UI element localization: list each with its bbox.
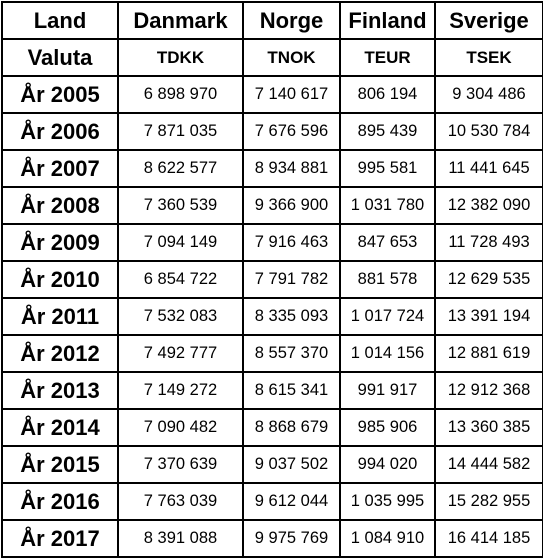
data-row: År 2007 8 622 577 8 934 881 995 581 11 441 6… — [1, 149, 543, 188]
value-cell: 1 014 156 — [339, 334, 436, 373]
year-cell: År 2017 — [1, 519, 119, 558]
year-cell: År 2006 — [1, 112, 119, 151]
data-row: År 2016 7 763 039 9 612 044 1 035 995 15 282… — [1, 482, 543, 521]
currency-cell: TNOK — [242, 38, 341, 77]
value-cell: 7 360 539 — [117, 186, 244, 225]
value-cell: 10 530 784 — [434, 112, 543, 151]
header-cell: Danmark — [117, 1, 244, 40]
value-cell: 985 906 — [339, 408, 436, 447]
data-row: År 2008 7 360 539 9 366 900 1 031 780 12 382… — [1, 186, 543, 225]
header-row: Land Danmark Norge Finland Sverige — [1, 1, 543, 40]
value-cell: 11 728 493 — [434, 223, 543, 262]
value-cell: 12 912 368 — [434, 371, 543, 410]
value-cell: 12 629 535 — [434, 260, 543, 299]
value-cell: 994 020 — [339, 445, 436, 484]
year-cell: År 2015 — [1, 445, 119, 484]
data-row: År 2012 7 492 777 8 557 370 1 014 156 12 881… — [1, 334, 543, 373]
year-cell: År 2012 — [1, 334, 119, 373]
value-cell: 14 444 582 — [434, 445, 543, 484]
value-cell: 7 791 782 — [242, 260, 341, 299]
data-row: År 2017 8 391 088 9 975 769 1 084 910 16 414… — [1, 519, 543, 558]
value-cell: 1 031 780 — [339, 186, 436, 225]
value-cell: 1 017 724 — [339, 297, 436, 336]
header-cell: Finland — [339, 1, 436, 40]
value-cell: 7 532 083 — [117, 297, 244, 336]
value-cell: 9 612 044 — [242, 482, 341, 521]
value-cell: 7 916 463 — [242, 223, 341, 262]
value-cell: 7 370 639 — [117, 445, 244, 484]
value-cell: 7 094 149 — [117, 223, 244, 262]
value-cell: 881 578 — [339, 260, 436, 299]
currency-cell: TEUR — [339, 38, 436, 77]
value-cell: 8 934 881 — [242, 149, 341, 188]
value-cell: 895 439 — [339, 112, 436, 151]
year-cell: År 2010 — [1, 260, 119, 299]
year-cell: År 2013 — [1, 371, 119, 410]
data-row: År 2015 7 370 639 9 037 502 994 020 14 444 5… — [1, 445, 543, 484]
value-cell: 995 581 — [339, 149, 436, 188]
value-cell: 13 391 194 — [434, 297, 543, 336]
value-cell: 7 871 035 — [117, 112, 244, 151]
value-cell: 991 917 — [339, 371, 436, 410]
value-cell: 8 622 577 — [117, 149, 244, 188]
data-row: År 2009 7 094 149 7 916 463 847 653 11 728 4… — [1, 223, 543, 262]
value-cell: 9 366 900 — [242, 186, 341, 225]
data-row: År 2013 7 149 272 8 615 341 991 917 12 912 3… — [1, 371, 543, 410]
data-row: År 2014 7 090 482 8 868 679 985 906 13 360 3… — [1, 408, 543, 447]
value-cell: 9 037 502 — [242, 445, 341, 484]
value-cell: 12 382 090 — [434, 186, 543, 225]
currency-row: Valuta TDKK TNOK TEUR TSEK — [1, 38, 543, 77]
currency-cell: TSEK — [434, 38, 543, 77]
value-cell: 7 676 596 — [242, 112, 341, 151]
value-cell: 8 557 370 — [242, 334, 341, 373]
value-cell: 8 391 088 — [117, 519, 244, 558]
year-cell: År 2005 — [1, 75, 119, 114]
value-cell: 8 868 679 — [242, 408, 341, 447]
value-cell: 8 335 093 — [242, 297, 341, 336]
year-cell: År 2011 — [1, 297, 119, 336]
value-cell: 847 653 — [339, 223, 436, 262]
value-cell: 1 084 910 — [339, 519, 436, 558]
value-cell: 6 898 970 — [117, 75, 244, 114]
value-cell: 7 149 272 — [117, 371, 244, 410]
value-cell: 15 282 955 — [434, 482, 543, 521]
value-cell: 8 615 341 — [242, 371, 341, 410]
data-row: År 2011 7 532 083 8 335 093 1 017 724 13 391… — [1, 297, 543, 336]
header-cell: Norge — [242, 1, 341, 40]
value-cell: 7 090 482 — [117, 408, 244, 447]
value-cell: 13 360 385 — [434, 408, 543, 447]
currency-cell: TDKK — [117, 38, 244, 77]
year-cell: År 2008 — [1, 186, 119, 225]
year-cell: År 2016 — [1, 482, 119, 521]
value-cell: 7 140 617 — [242, 75, 341, 114]
value-cell: 6 854 722 — [117, 260, 244, 299]
value-cell: 7 492 777 — [117, 334, 244, 373]
value-cell: 11 441 645 — [434, 149, 543, 188]
header-cell: Sverige — [434, 1, 543, 40]
year-cell: År 2009 — [1, 223, 119, 262]
value-cell: 9 975 769 — [242, 519, 341, 558]
data-row: År 2010 6 854 722 7 791 782 881 578 12 629 5… — [1, 260, 543, 299]
value-cell: 16 414 185 — [434, 519, 543, 558]
value-cell: 1 035 995 — [339, 482, 436, 521]
value-cell: 12 881 619 — [434, 334, 543, 373]
data-row: År 2006 7 871 035 7 676 596 895 439 10 530 7… — [1, 112, 543, 151]
data-row: År 2005 6 898 970 7 140 617 806 194 9 304 48… — [1, 75, 543, 114]
value-cell: 9 304 486 — [434, 75, 543, 114]
value-cell: 806 194 — [339, 75, 436, 114]
value-cell: 7 763 039 — [117, 482, 244, 521]
year-cell: År 2014 — [1, 408, 119, 447]
currency-cell: Valuta — [1, 38, 119, 77]
year-cell: År 2007 — [1, 149, 119, 188]
header-cell: Land — [1, 1, 119, 40]
